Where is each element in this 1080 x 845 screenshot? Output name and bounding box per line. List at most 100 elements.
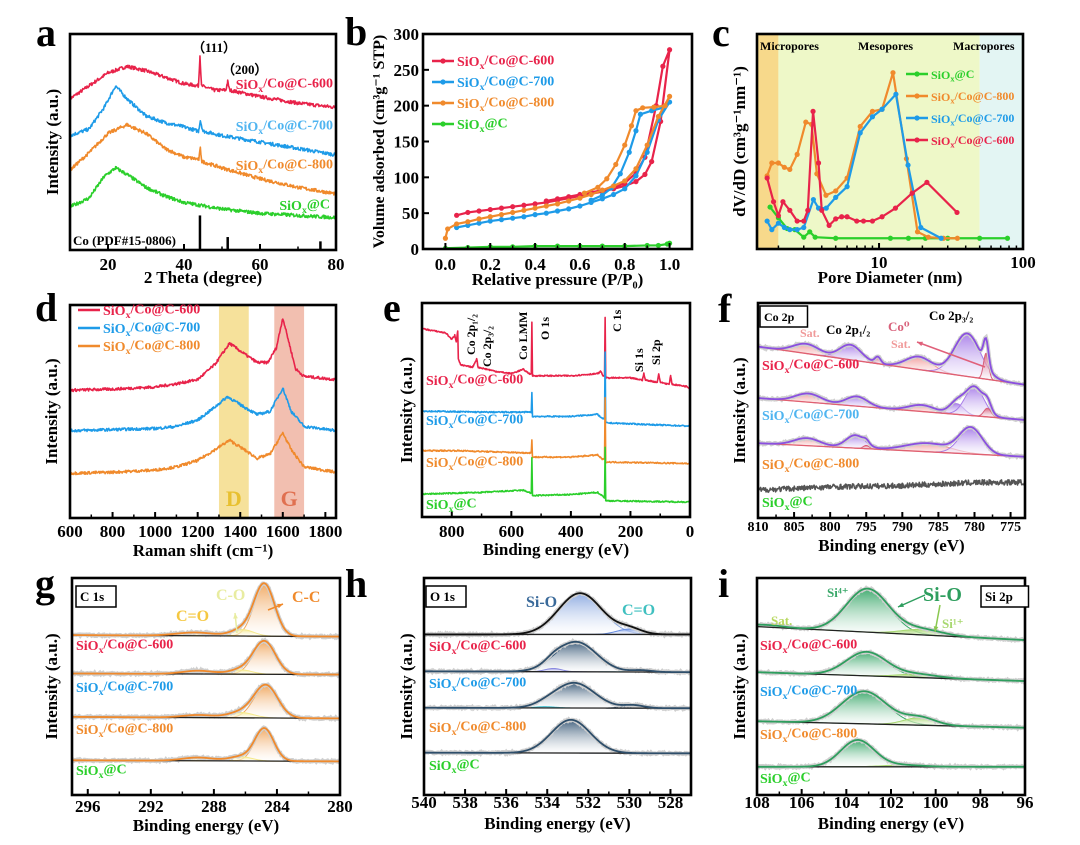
x-tick-label: 538 (452, 793, 478, 812)
x-tick-label: 288 (201, 797, 227, 816)
panel-letter: b (345, 9, 367, 54)
data-point (787, 227, 793, 233)
x-tick-label: 0 (686, 522, 695, 541)
x-tick-label: 60 (252, 255, 269, 274)
annotation: Si-O (923, 584, 962, 606)
y-tick-label: 100 (394, 168, 420, 187)
x-tick-label: 780 (964, 520, 985, 535)
data-point (787, 207, 793, 213)
fit-envelope (757, 650, 1025, 682)
series-siox-c (758, 478, 1025, 494)
annotation: O 1s (430, 589, 455, 604)
plot-frame (420, 301, 692, 519)
panel-b: b 0.0 0.2 0.4 0.6 0.8 1.0 0 50 100 150 200 250 300 Rel… (345, 9, 694, 289)
data-point (905, 162, 911, 168)
annotation: SiOx/Co@C-700 (762, 408, 859, 426)
plot-area (757, 585, 1025, 771)
annotation: O 1s (538, 317, 552, 340)
raw-data-points (757, 736, 1025, 771)
annotation: SiOx@C (76, 763, 127, 781)
x-tick-label: 284 (264, 797, 290, 816)
annotation: Co 2p₃/₂ (929, 308, 973, 323)
data-point (622, 178, 628, 184)
series-siox-co-c-700 (70, 387, 336, 433)
label-box (425, 585, 467, 608)
y-axis-label: Intensity (a.u.) (730, 633, 749, 739)
data-point (554, 208, 561, 214)
region-label: Mesopores (858, 39, 913, 53)
data-point (807, 229, 813, 235)
annotation: SiOx/Co@C-800 (760, 727, 857, 745)
annotation: Sat. (800, 326, 820, 340)
series-siox-co-c-800 (422, 396, 690, 465)
annotation: SiOx/Co@C-600 (762, 358, 859, 376)
panel-a: a 20 40 60 80 2 Theta (degree) Intensity (a.u.… (36, 10, 345, 287)
region-micropores (757, 34, 779, 249)
x-tick-label: 20 (100, 255, 117, 274)
annotation: SiOx/Co@C-800 (426, 455, 523, 473)
x-tick-label: 106 (789, 793, 815, 812)
fit-envelope (424, 592, 691, 636)
x-tick-label: 1400 (223, 522, 257, 541)
x-tick-label: 0.8 (614, 255, 635, 274)
data-point (622, 142, 628, 148)
data-point (879, 106, 885, 112)
data-point (1004, 235, 1011, 241)
y-axis-label: Intensity (a.u.) (42, 358, 61, 464)
fit-baseline (758, 442, 1025, 458)
y-axis-label: Intensity (a.u.) (730, 357, 749, 463)
annotation: Co 2p₁/₂ (464, 314, 478, 355)
fit-envelope (72, 639, 340, 676)
data-point (487, 206, 493, 213)
x-tick-label: 40 (176, 255, 193, 274)
data-point (805, 207, 811, 213)
data-point (532, 201, 538, 207)
data-point (977, 235, 983, 241)
legend-label: SiOx/Co@C-800 (931, 89, 1014, 106)
data-point (893, 91, 899, 97)
data-point (925, 234, 931, 240)
data-point (633, 173, 639, 179)
data-point (642, 171, 648, 178)
data-point (599, 187, 605, 193)
xps-fit-0 (757, 585, 1025, 644)
data-point (833, 216, 839, 222)
plot-area (70, 55, 336, 250)
data-point (803, 119, 809, 125)
fit-envelope (424, 718, 691, 755)
plot-area (70, 305, 336, 518)
x-tick-label: 200 (618, 522, 644, 541)
x-axis-label: Binding energy (eV) (133, 816, 279, 835)
x-tick-label: 1200 (181, 522, 215, 541)
raw-data-points (757, 649, 1025, 685)
x-tick-label: 1000 (138, 522, 172, 541)
data-point (794, 227, 800, 233)
x-tick-label: 785 (928, 520, 949, 535)
panel-f: f 810 805 800 795 790 785 780 775 Binding energy … (718, 286, 1027, 555)
data-point (521, 214, 527, 220)
data-point (655, 113, 661, 120)
legend-marker (440, 121, 446, 127)
data-point (857, 130, 863, 136)
annotation: SiOx@C (279, 198, 330, 216)
plot-frame (755, 32, 1025, 251)
data-point (833, 235, 839, 241)
annotation: Co 2p₁/₂ (826, 322, 870, 337)
x-tick-label: 0.2 (480, 255, 501, 274)
panel-letter: i (718, 561, 729, 606)
data-point (954, 209, 960, 216)
panel-h: h 540 538 536 534 532 530 528 Binding energy (eV… (345, 561, 693, 833)
data-point (588, 191, 594, 198)
xps-fit-0 (72, 581, 340, 641)
y-axis-label: Intensity (a.u.) (43, 89, 62, 195)
data-point (487, 214, 493, 220)
data-point (476, 220, 482, 226)
data-point (543, 198, 549, 204)
data-point (767, 204, 773, 210)
annotation: SiOx@C (762, 495, 813, 513)
data-point (610, 191, 617, 198)
series-siox-co-c-600 (422, 316, 690, 390)
band-label: G (281, 486, 298, 511)
